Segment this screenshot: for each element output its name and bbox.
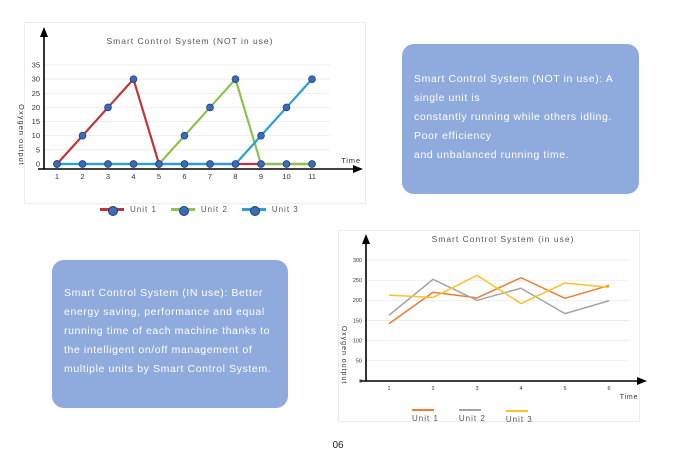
- legend2-item-unit-3: Unit 3: [505, 410, 533, 424]
- legend2-label-unit-3: Unit 3: [505, 415, 533, 424]
- chart-not-in-use-plot: Smart Control System (NOT in use)0510152…: [17, 27, 363, 181]
- chart1-ytick-1: 5: [36, 145, 40, 154]
- legend2-label-unit-1: Unit 1: [412, 414, 439, 423]
- chart-in-use: Smart Control System (in use) 0 50 100 150 20…: [338, 230, 647, 422]
- legend2-swatch-unit-2: [458, 409, 481, 411]
- chart1-series-1-point-2: [78, 131, 87, 140]
- chart1-series-2-point-7: [206, 103, 214, 112]
- chart2-title: Smart Control System (in use): [432, 234, 575, 244]
- chart1-series-2-point-6: [180, 131, 189, 140]
- chart1-xtick-10: 11: [308, 172, 316, 181]
- chart-in-use-plot: Smart Control System (in use) 0 50 100 150 20…: [340, 234, 647, 401]
- legend-item-unit-2: Unit 2: [170, 205, 228, 216]
- chart1-xtick-6: 7: [208, 172, 212, 181]
- chart1-x-axis-arrow: [353, 165, 363, 173]
- chart1-series-3-point-1: [53, 160, 61, 168]
- chart2-xtick-5: 6: [607, 386, 610, 392]
- chart1-ytick-2: 10: [32, 131, 40, 140]
- chart2-ytick-5: 250: [353, 278, 362, 284]
- chart1-series-1-point-4: [129, 75, 138, 83]
- chart2-y-axis-arrow: [362, 234, 370, 244]
- chart2-ytick-1: 50: [356, 359, 362, 365]
- chart2-x-axis-arrow: [637, 377, 647, 385]
- legend-swatch-unit-3: [241, 205, 266, 216]
- chart1-series-3-point-8: [231, 160, 240, 168]
- legend-label-unit-2: Unit 2: [200, 205, 228, 214]
- legend2-item-unit-1: Unit 1: [412, 409, 439, 423]
- chart1-xtick-8: 9: [259, 172, 263, 181]
- chart2-ytick-3: 150: [353, 318, 362, 324]
- legend-item-unit-3: Unit 3: [241, 205, 299, 216]
- chart1-series-3-point-9: [257, 131, 265, 140]
- chart2-xtick-1: 2: [431, 386, 434, 392]
- legend-label-unit-1: Unit 1: [130, 205, 157, 214]
- chart1-series-3-point-2: [78, 160, 87, 168]
- chart1-series-1-point-3: [104, 103, 112, 112]
- legend-label-unit-3: Unit 3: [271, 205, 299, 214]
- chart2-ytick-6: 300: [353, 258, 362, 264]
- chart-not-in-use: Smart Control System (NOT in use) 0 5 10 15 2…: [17, 22, 366, 204]
- chart1-y-axis-arrow: [40, 27, 48, 37]
- chart1-series-3-point-3: [104, 160, 112, 168]
- chart1-series-2-point-11: [308, 160, 316, 168]
- chart1-xtick-1: 2: [80, 172, 84, 181]
- chart1-xtick-7: 8: [233, 172, 237, 181]
- chart2-ylabel: Oxygen output: [340, 326, 347, 385]
- chart1-series-3-point-6: [180, 160, 189, 168]
- chart1-series-3-point-10: [282, 103, 291, 112]
- chart2-xtick-2: 3: [475, 386, 478, 392]
- chart-in-use-legend: Unit 1 Unit 2 Unit 3: [412, 408, 533, 424]
- chart1-ytick-7: 35: [32, 61, 40, 70]
- note-in-use: Smart Control System (IN use): Better en…: [52, 260, 288, 408]
- chart1-ytick-4: 20: [32, 103, 40, 112]
- legend2-swatch-unit-1: [412, 409, 434, 411]
- chart1-series-3-point-5: [155, 160, 163, 168]
- legend2-item-unit-2: Unit 2: [458, 409, 486, 423]
- legend2-swatch-unit-3: [505, 410, 528, 412]
- chart2-xtick-3: 4: [519, 386, 522, 392]
- chart1-series-3-point-11: [308, 75, 316, 83]
- legend-swatch-unit-2: [170, 205, 195, 216]
- chart2-ytick-4: 200: [353, 298, 362, 304]
- chart1-xtick-4: 5: [157, 172, 161, 181]
- chart1-ytick-5: 25: [32, 89, 40, 98]
- chart1-series-2-point-9: [257, 160, 265, 168]
- chart1-series-3-point-7: [206, 160, 214, 168]
- chart1-xlabel: Time: [341, 156, 361, 165]
- chart2-series-2-line: [388, 278, 610, 316]
- chart1-xtick-9: 10: [282, 172, 290, 181]
- legend2-label-unit-2: Unit 2: [458, 414, 486, 423]
- chart1-series-3-point-4: [129, 160, 138, 168]
- chart1-title: Smart Control System (NOT in use): [107, 36, 274, 46]
- chart1-xtick-2: 3: [106, 172, 110, 181]
- note-not-in-use: Smart Control System (NOT in use): A sin…: [402, 44, 639, 194]
- chart1-ytick-3: 15: [32, 117, 40, 126]
- chart2-ytick-0: 0: [359, 379, 362, 385]
- chart1-xtick-3: 4: [131, 172, 135, 181]
- chart1-series-2-point-10: [282, 160, 291, 168]
- chart1-ytick-0: 0: [36, 160, 40, 169]
- page-number: 06: [332, 440, 344, 451]
- chart-not-in-use-legend: Unit 1 Unit 2 Unit 3: [100, 205, 299, 216]
- legend-swatch-unit-1: [100, 205, 124, 216]
- chart1-xtick-5: 6: [182, 172, 186, 181]
- chart2-xtick-0: 1: [387, 386, 390, 392]
- chart1-ylabel: Oxygen output: [17, 104, 26, 166]
- chart2-series-3-line: [388, 274, 610, 305]
- chart1-series-2-point-8: [231, 75, 240, 83]
- legend-item-unit-1: Unit 1: [100, 205, 157, 216]
- chart2-ytick-2: 100: [353, 339, 362, 345]
- chart1-ytick-6: 30: [32, 75, 40, 84]
- chart2-xlabel: Time: [620, 394, 639, 401]
- chart2-xtick-4: 5: [563, 386, 566, 392]
- chart1-xtick-0: 1: [55, 172, 59, 181]
